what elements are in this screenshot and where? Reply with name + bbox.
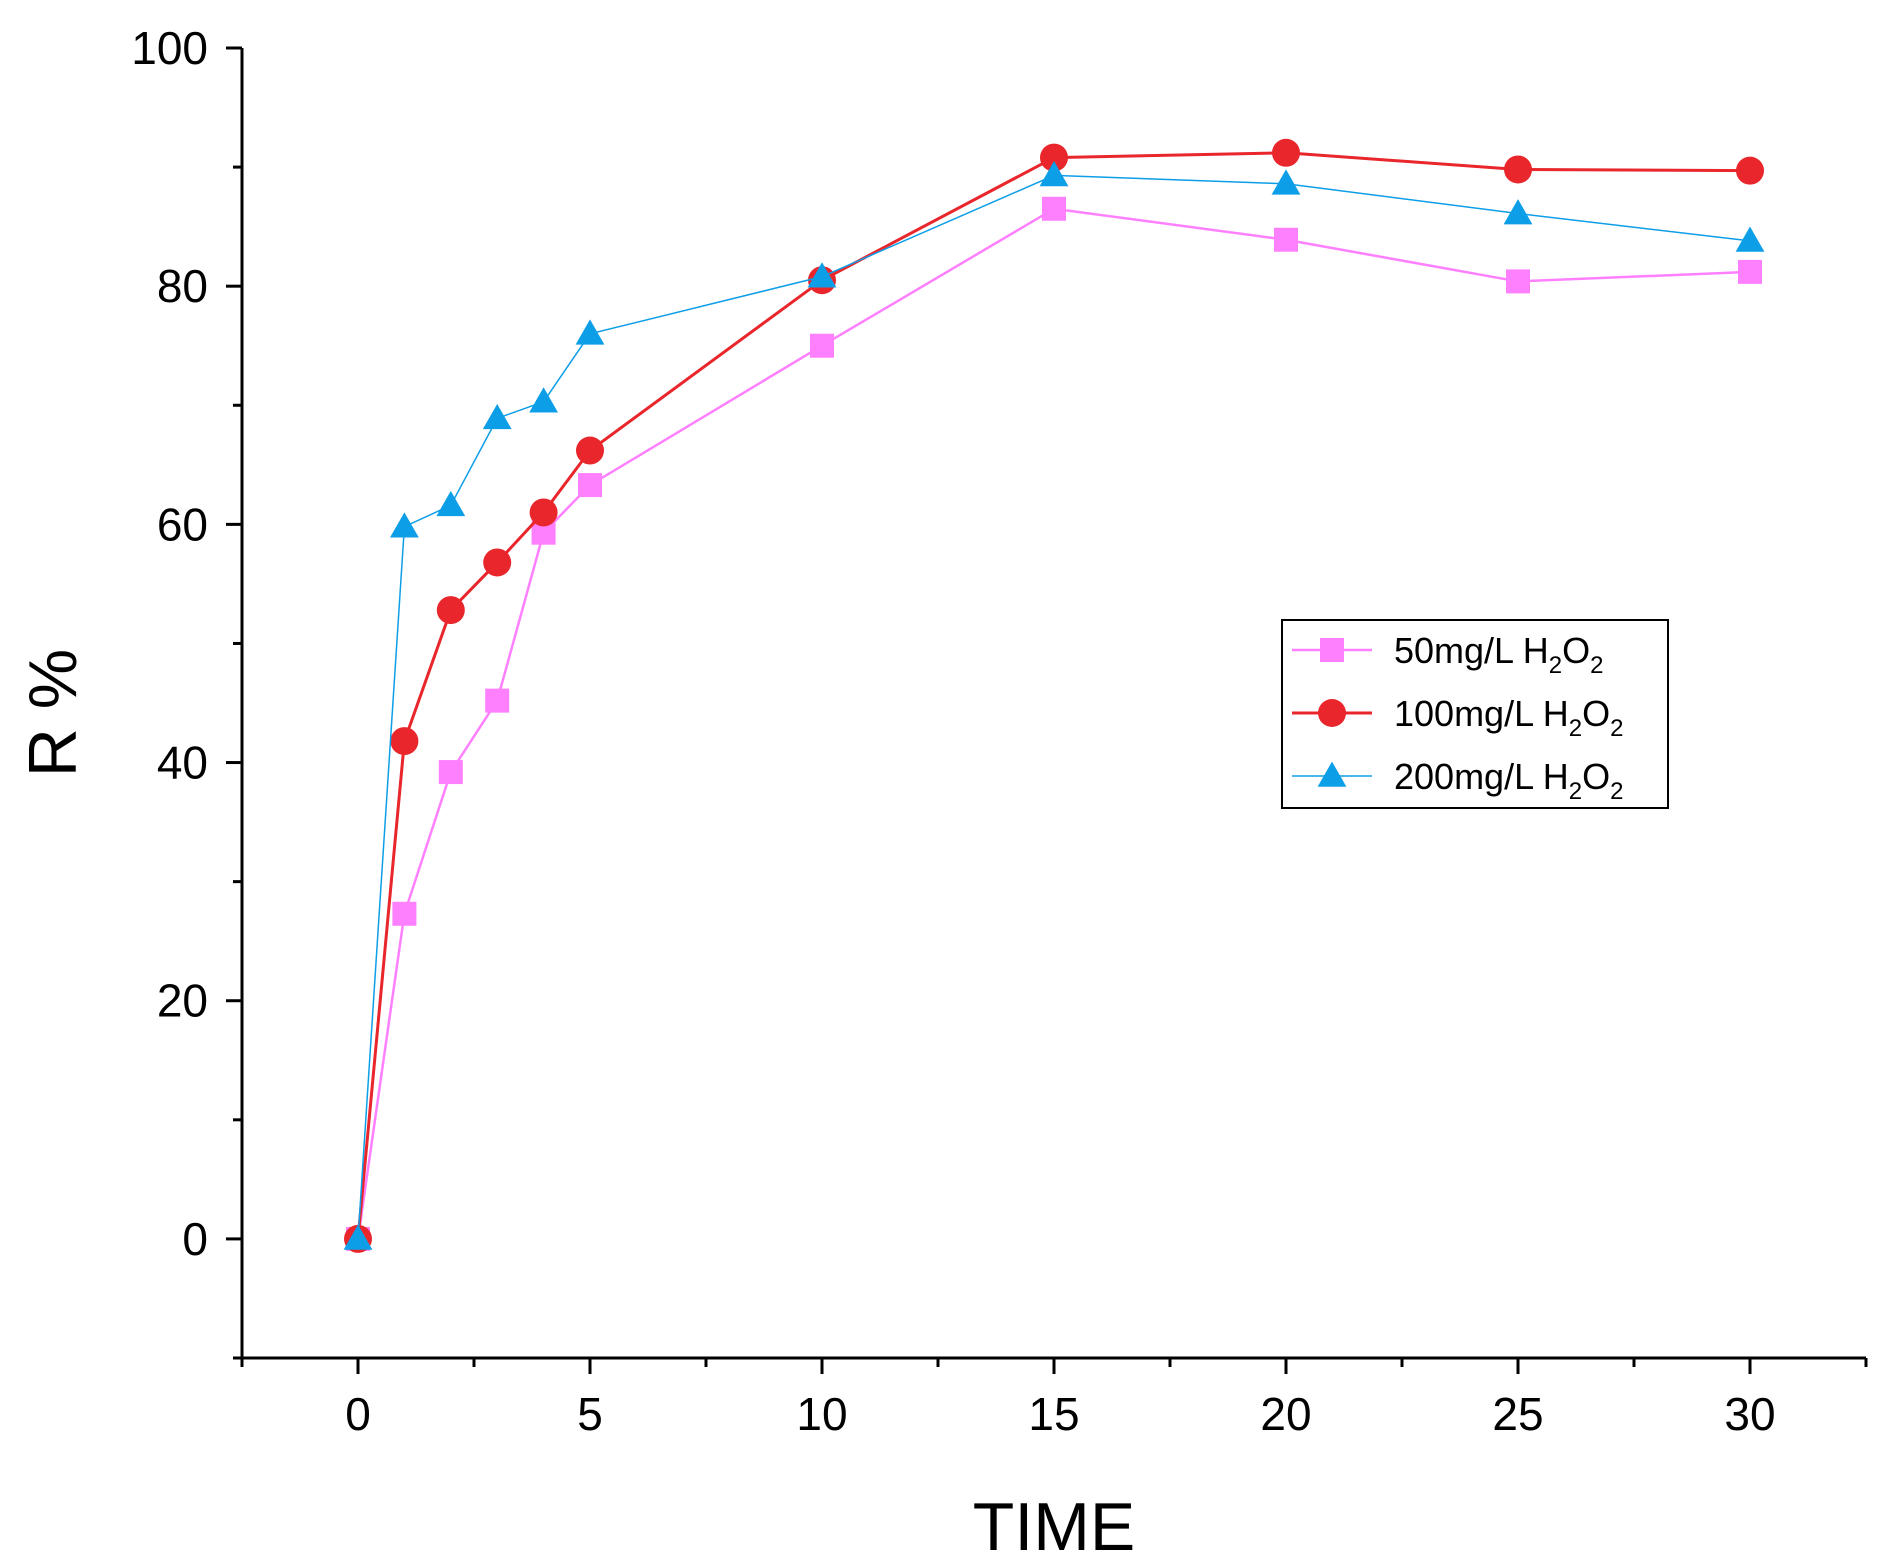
legend-label: 50mg/L H2O2 (1394, 630, 1603, 679)
x-axis-title: TIME (973, 1489, 1135, 1565)
data-point (390, 727, 419, 756)
legend-entry: 100mg/L H2O2 (1292, 693, 1624, 742)
legend-marker (1317, 761, 1347, 787)
legend: 50mg/L H2O2 100mg/L H2O2 200mg/L H2O2 (1281, 619, 1669, 809)
data-point (436, 596, 465, 625)
data-point (1504, 155, 1532, 184)
data-point (1040, 143, 1068, 172)
y-tick-label: 0 (182, 1213, 208, 1265)
x-tick-label: 5 (577, 1388, 603, 1440)
y-tick-label: 40 (157, 737, 208, 789)
series-layer (343, 138, 1765, 1253)
data-point (578, 473, 602, 498)
data-point (1506, 269, 1530, 294)
data-point (529, 387, 558, 413)
data-point (1503, 199, 1533, 225)
x-tick-label: 15 (1028, 1388, 1079, 1440)
data-point (575, 319, 605, 345)
x-tick-label: 10 (796, 1388, 847, 1440)
series-3 (343, 161, 1765, 1250)
y-tick-label: 20 (157, 975, 208, 1027)
legend-marker (1318, 699, 1346, 727)
data-point (438, 760, 463, 785)
legend-label: 200mg/L H2O2 (1394, 756, 1624, 805)
y-tick-label: 80 (157, 260, 208, 312)
legend-entry: 200mg/L H2O2 (1292, 756, 1624, 805)
y-tick-label: 60 (157, 498, 208, 550)
x-tick-label: 30 (1724, 1388, 1775, 1440)
data-point (1271, 169, 1301, 195)
data-point (1735, 226, 1765, 252)
legend-label: 100mg/L H2O2 (1394, 693, 1624, 742)
data-point (1274, 227, 1298, 252)
y-axis-title: R % (15, 649, 91, 777)
data-point (483, 548, 512, 577)
data-point (343, 1224, 373, 1250)
axes: 0 5 10 15 20 25 30 0 20 40 60 80 100 (131, 22, 1868, 1440)
data-point (1736, 156, 1764, 185)
data-point (1042, 196, 1066, 221)
x-tick-label: 25 (1492, 1388, 1543, 1440)
data-point (482, 403, 512, 430)
y-tick-label: 100 (131, 22, 208, 74)
data-point (807, 262, 837, 288)
legend-entry: 50mg/L H2O2 (1292, 630, 1603, 679)
data-point (576, 436, 604, 465)
data-point (529, 498, 558, 527)
x-tick-label: 0 (345, 1388, 371, 1440)
data-point (1039, 161, 1069, 187)
data-point (390, 512, 419, 538)
legend-marker (1320, 638, 1344, 662)
data-point (1738, 259, 1762, 284)
data-point (1272, 138, 1300, 167)
data-point (436, 490, 466, 517)
x-tick-label: 20 (1260, 1388, 1311, 1440)
data-point (810, 333, 834, 358)
data-point (485, 688, 510, 713)
data-point (392, 901, 417, 926)
